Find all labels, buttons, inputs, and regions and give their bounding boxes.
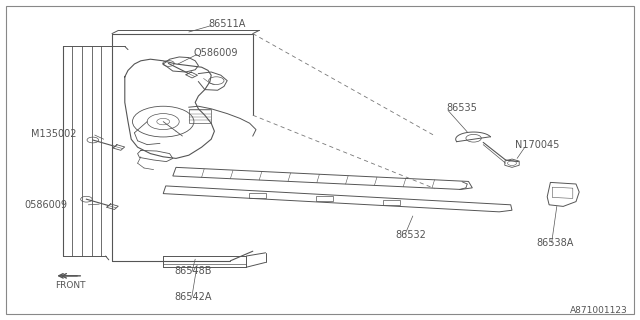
Text: 86542A: 86542A xyxy=(174,292,212,302)
Text: A871001123: A871001123 xyxy=(570,306,627,315)
Text: N170045: N170045 xyxy=(515,140,559,150)
Text: 86538A: 86538A xyxy=(536,238,573,248)
Text: FRONT: FRONT xyxy=(55,281,86,290)
Bar xyxy=(316,196,333,201)
Text: 86511A: 86511A xyxy=(208,19,245,29)
Text: 86532: 86532 xyxy=(396,230,426,240)
Text: 86535: 86535 xyxy=(446,103,477,113)
Bar xyxy=(249,193,266,198)
Text: 86548B: 86548B xyxy=(174,266,212,276)
Text: 0586009: 0586009 xyxy=(24,200,67,210)
Bar xyxy=(383,200,400,205)
Text: M135002: M135002 xyxy=(31,129,76,140)
Text: Q586009: Q586009 xyxy=(194,48,239,58)
